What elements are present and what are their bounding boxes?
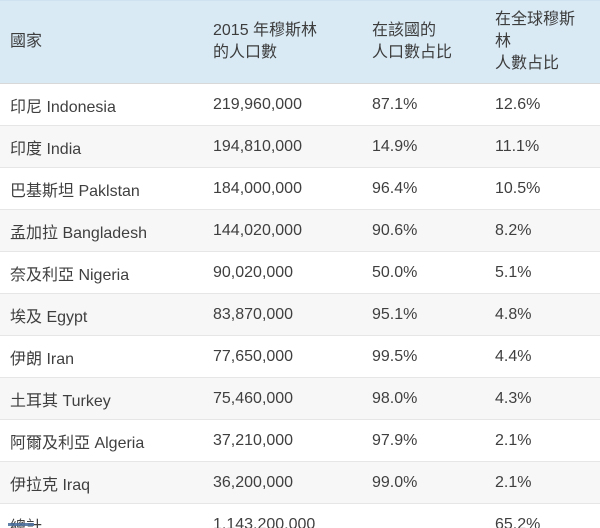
table-row-pakistan: 巴基斯坦 Paklstan 184,000,000 96.4% 10.5%	[0, 167, 600, 210]
table-row-iran: 伊朗 Iran 77,650,000 99.5% 4.4%	[0, 335, 600, 378]
cell-national-share	[362, 503, 485, 528]
cell-national-share: 50.0%	[362, 251, 485, 294]
cell-population: 194,810,000	[203, 125, 362, 168]
table-row-indonesia: 印尼 Indonesia 219,960,000 87.1% 12.6%	[0, 83, 600, 126]
cell-global-share: 10.5%	[485, 167, 600, 210]
table-header: 國家 2015 年穆斯林 的人口數 在該國的 人口數占比 在全球穆斯林 人數占比	[0, 0, 600, 84]
cell-global-share: 2.1%	[485, 419, 600, 462]
table-row-iraq: 伊拉克 Iraq 36,200,000 99.0% 2.1%	[0, 461, 600, 504]
cell-population: 144,020,000	[203, 209, 362, 252]
cell-national-share: 14.9%	[362, 125, 485, 168]
cell-population: 184,000,000	[203, 167, 362, 210]
table-row-turkey: 土耳其 Turkey 75,460,000 98.0% 4.3%	[0, 377, 600, 420]
cell-national-share: 99.5%	[362, 335, 485, 378]
cell-global-share: 2.1%	[485, 461, 600, 504]
cell-country: 孟加拉 Bangladesh	[0, 209, 203, 252]
bottom-left-marker	[8, 523, 34, 526]
cell-global-share: 5.1%	[485, 251, 600, 294]
cell-population: 75,460,000	[203, 377, 362, 420]
table-body: 印尼 Indonesia 219,960,000 87.1% 12.6% 印度 …	[0, 83, 600, 528]
table-row-nigeria: 奈及利亞 Nigeria 90,020,000 50.0% 5.1%	[0, 251, 600, 294]
cell-global-share: 65.2%	[485, 503, 600, 528]
cell-country: 阿爾及利亞 Algeria	[0, 419, 203, 462]
table-row-total: 總計 1,143,200,000 65.2%	[0, 503, 600, 528]
cell-population: 1,143,200,000	[203, 503, 362, 528]
cell-population: 77,650,000	[203, 335, 362, 378]
cell-population: 219,960,000	[203, 83, 362, 126]
cell-country: 埃及 Egypt	[0, 293, 203, 336]
table-row-india: 印度 India 194,810,000 14.9% 11.1%	[0, 125, 600, 168]
cell-global-share: 4.3%	[485, 377, 600, 420]
cell-population: 90,020,000	[203, 251, 362, 294]
cell-country: 奈及利亞 Nigeria	[0, 251, 203, 294]
cell-global-share: 4.4%	[485, 335, 600, 378]
cell-national-share: 96.4%	[362, 167, 485, 210]
cell-country: 伊朗 Iran	[0, 335, 203, 378]
cell-national-share: 97.9%	[362, 419, 485, 462]
cell-country: 巴基斯坦 Paklstan	[0, 167, 203, 210]
cell-national-share: 95.1%	[362, 293, 485, 336]
column-header-global-share: 在全球穆斯林 人數占比	[485, 0, 600, 84]
cell-population: 83,870,000	[203, 293, 362, 336]
cell-country: 印度 India	[0, 125, 203, 168]
header-row: 國家 2015 年穆斯林 的人口數 在該國的 人口數占比 在全球穆斯林 人數占比	[0, 0, 600, 84]
cell-global-share: 11.1%	[485, 125, 600, 168]
cell-country: 伊拉克 Iraq	[0, 461, 203, 504]
cell-global-share: 4.8%	[485, 293, 600, 336]
table-row-egypt: 埃及 Egypt 83,870,000 95.1% 4.8%	[0, 293, 600, 336]
cell-population: 37,210,000	[203, 419, 362, 462]
table-row-bangladesh: 孟加拉 Bangladesh 144,020,000 90.6% 8.2%	[0, 209, 600, 252]
cell-country: 土耳其 Turkey	[0, 377, 203, 420]
table-row-algeria: 阿爾及利亞 Algeria 37,210,000 97.9% 2.1%	[0, 419, 600, 462]
cell-national-share: 90.6%	[362, 209, 485, 252]
cell-national-share: 98.0%	[362, 377, 485, 420]
column-header-national-share: 在該國的 人口數占比	[362, 0, 485, 84]
cell-global-share: 8.2%	[485, 209, 600, 252]
cell-country: 印尼 Indonesia	[0, 83, 203, 126]
cell-national-share: 87.1%	[362, 83, 485, 126]
cell-national-share: 99.0%	[362, 461, 485, 504]
cell-global-share: 12.6%	[485, 83, 600, 126]
column-header-country: 國家	[0, 0, 203, 84]
cell-population: 36,200,000	[203, 461, 362, 504]
column-header-population: 2015 年穆斯林 的人口數	[203, 0, 362, 84]
